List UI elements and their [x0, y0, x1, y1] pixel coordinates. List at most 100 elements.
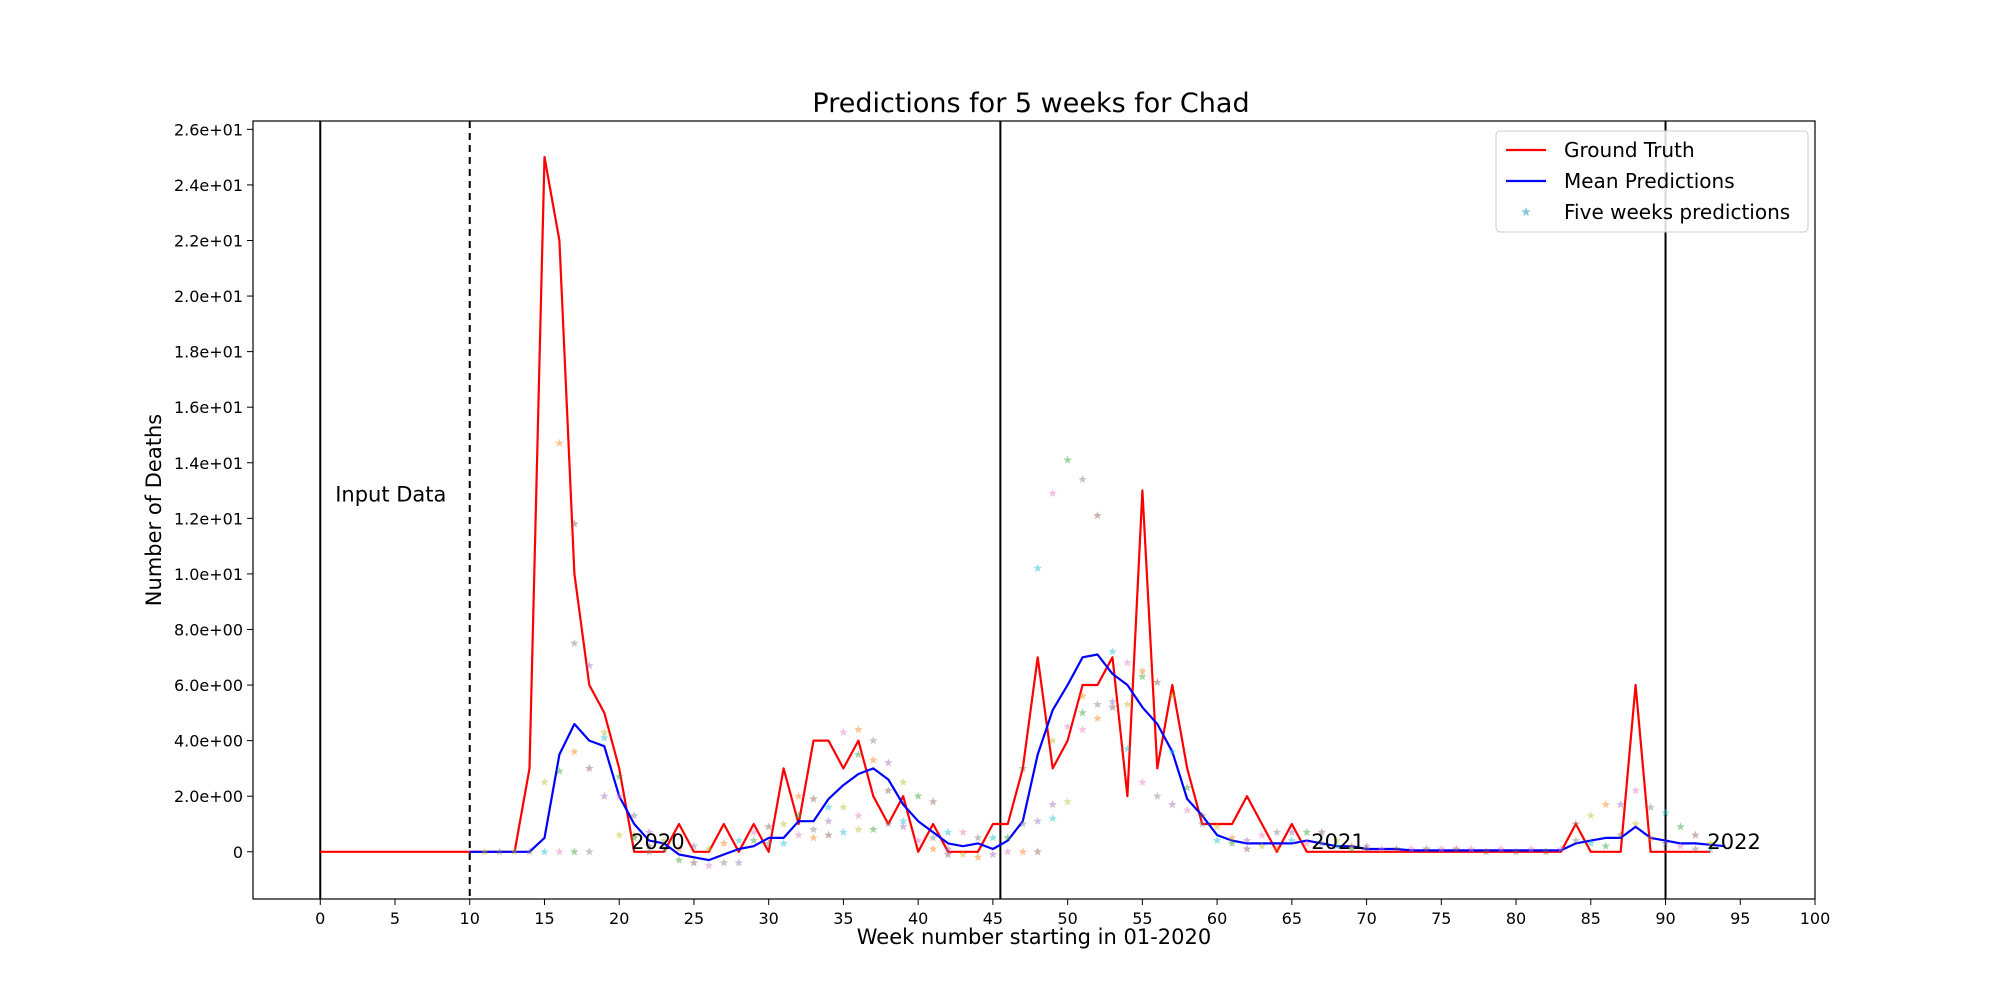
prediction-point	[1631, 819, 1640, 828]
prediction-point	[570, 519, 579, 528]
y-tick-label: 1.0e+01	[174, 565, 243, 584]
prediction-point	[854, 725, 863, 734]
prediction-point	[1601, 800, 1610, 809]
prediction-point	[674, 855, 684, 864]
prediction-point	[1586, 838, 1596, 848]
prediction-point	[1138, 672, 1147, 681]
x-tick-label: 60	[1207, 909, 1227, 928]
prediction-point	[809, 833, 818, 842]
prediction-point	[1466, 844, 1476, 853]
legend-swatch-star	[1521, 207, 1531, 216]
prediction-point	[644, 827, 654, 836]
prediction-point	[1616, 800, 1625, 809]
prediction-point	[1003, 833, 1013, 842]
plot-area: 0 5 10 15 20 25 30 35 40 45 50 55 60 65 70 75 80 85 90 95 10…	[174, 120, 1830, 928]
prediction-point	[1571, 819, 1581, 828]
prediction-point	[495, 847, 504, 856]
legend-label: Mean Predictions	[1564, 169, 1735, 193]
prediction-point	[704, 861, 714, 870]
prediction-point	[1272, 827, 1282, 836]
prediction-point	[1123, 658, 1132, 667]
prediction-point	[1138, 777, 1147, 786]
prediction-point	[1093, 713, 1102, 722]
y-tick-label: 6.0e+00	[174, 676, 243, 695]
annotation-text: 2020	[631, 830, 684, 854]
prediction-point	[839, 727, 848, 736]
prediction-point	[1302, 827, 1312, 836]
legend-label: Five weeks predictions	[1564, 200, 1790, 224]
prediction-point	[1676, 822, 1685, 831]
x-tick-label: 40	[908, 909, 928, 928]
prediction-point	[928, 844, 938, 853]
prediction-point	[1063, 797, 1072, 806]
prediction-point	[585, 763, 594, 772]
prediction-point	[1093, 700, 1102, 709]
prediction-point	[1153, 791, 1162, 800]
prediction-point	[1347, 844, 1356, 853]
chart-title: Predictions for 5 weeks for Chad	[812, 88, 1249, 119]
prediction-point	[629, 833, 639, 842]
prediction-point	[1078, 474, 1087, 484]
y-tick-label: 0	[233, 843, 243, 862]
y-tick-label: 2.6e+01	[174, 120, 243, 139]
prediction-point	[570, 747, 579, 756]
prediction-point	[1392, 844, 1401, 853]
prediction-point	[1452, 844, 1461, 853]
prediction-point	[898, 816, 908, 825]
prediction-point	[1601, 841, 1610, 850]
prediction-point	[794, 791, 803, 800]
prediction-point	[839, 827, 848, 836]
prediction-point	[555, 766, 564, 775]
prediction-point	[779, 819, 788, 828]
x-tick-label: 95	[1730, 909, 1750, 928]
prediction-point	[1586, 811, 1596, 820]
prediction-point	[1197, 819, 1207, 828]
x-tick-label: 50	[1057, 909, 1077, 928]
prediction-point	[1287, 836, 1297, 845]
prediction-point	[1003, 847, 1013, 856]
prediction-point	[644, 841, 654, 850]
x-tick-label: 5	[390, 909, 400, 928]
prediction-point	[1661, 808, 1670, 817]
prediction-point	[958, 850, 968, 859]
prediction-point	[928, 797, 938, 806]
prediction-point	[749, 836, 758, 845]
prediction-point	[988, 833, 998, 842]
prediction-point	[1212, 836, 1222, 845]
prediction-point	[1212, 822, 1222, 831]
prediction-point	[540, 777, 549, 786]
prediction-point	[1242, 836, 1252, 845]
prediction-point	[1616, 830, 1625, 839]
prediction-point	[585, 661, 594, 670]
prediction-point	[1048, 488, 1057, 497]
y-axis-label: Number of Deaths	[142, 414, 166, 606]
prediction-point	[1108, 697, 1117, 706]
x-axis-label: Week number starting in 01-2020	[857, 925, 1211, 949]
x-tick-label: 65	[1282, 909, 1302, 928]
prediction-point	[764, 822, 773, 831]
prediction-point	[1138, 666, 1147, 675]
prediction-point	[1048, 800, 1057, 809]
prediction-point	[973, 833, 983, 842]
prediction-point	[614, 772, 624, 781]
prediction-point	[600, 727, 609, 736]
prediction-point	[1227, 838, 1237, 848]
annotation-text: 2021	[1311, 830, 1364, 854]
prediction-point	[1182, 783, 1192, 792]
prediction-point	[749, 827, 758, 836]
prediction-point	[943, 827, 953, 836]
prediction-point	[1108, 647, 1117, 656]
prediction-point	[525, 847, 534, 856]
prediction-point	[1078, 708, 1087, 717]
prediction-point	[1018, 819, 1028, 828]
prediction-point	[674, 844, 684, 853]
prediction-point	[779, 838, 788, 848]
prediction-point	[1093, 511, 1102, 520]
y-tick-label: 4.0e+00	[174, 732, 243, 751]
prediction-point	[1153, 677, 1162, 686]
prediction-point	[869, 736, 878, 745]
prediction-point	[1437, 844, 1446, 853]
prediction-point	[809, 794, 818, 803]
prediction-point	[614, 791, 624, 800]
x-tick-label: 55	[1132, 909, 1152, 928]
